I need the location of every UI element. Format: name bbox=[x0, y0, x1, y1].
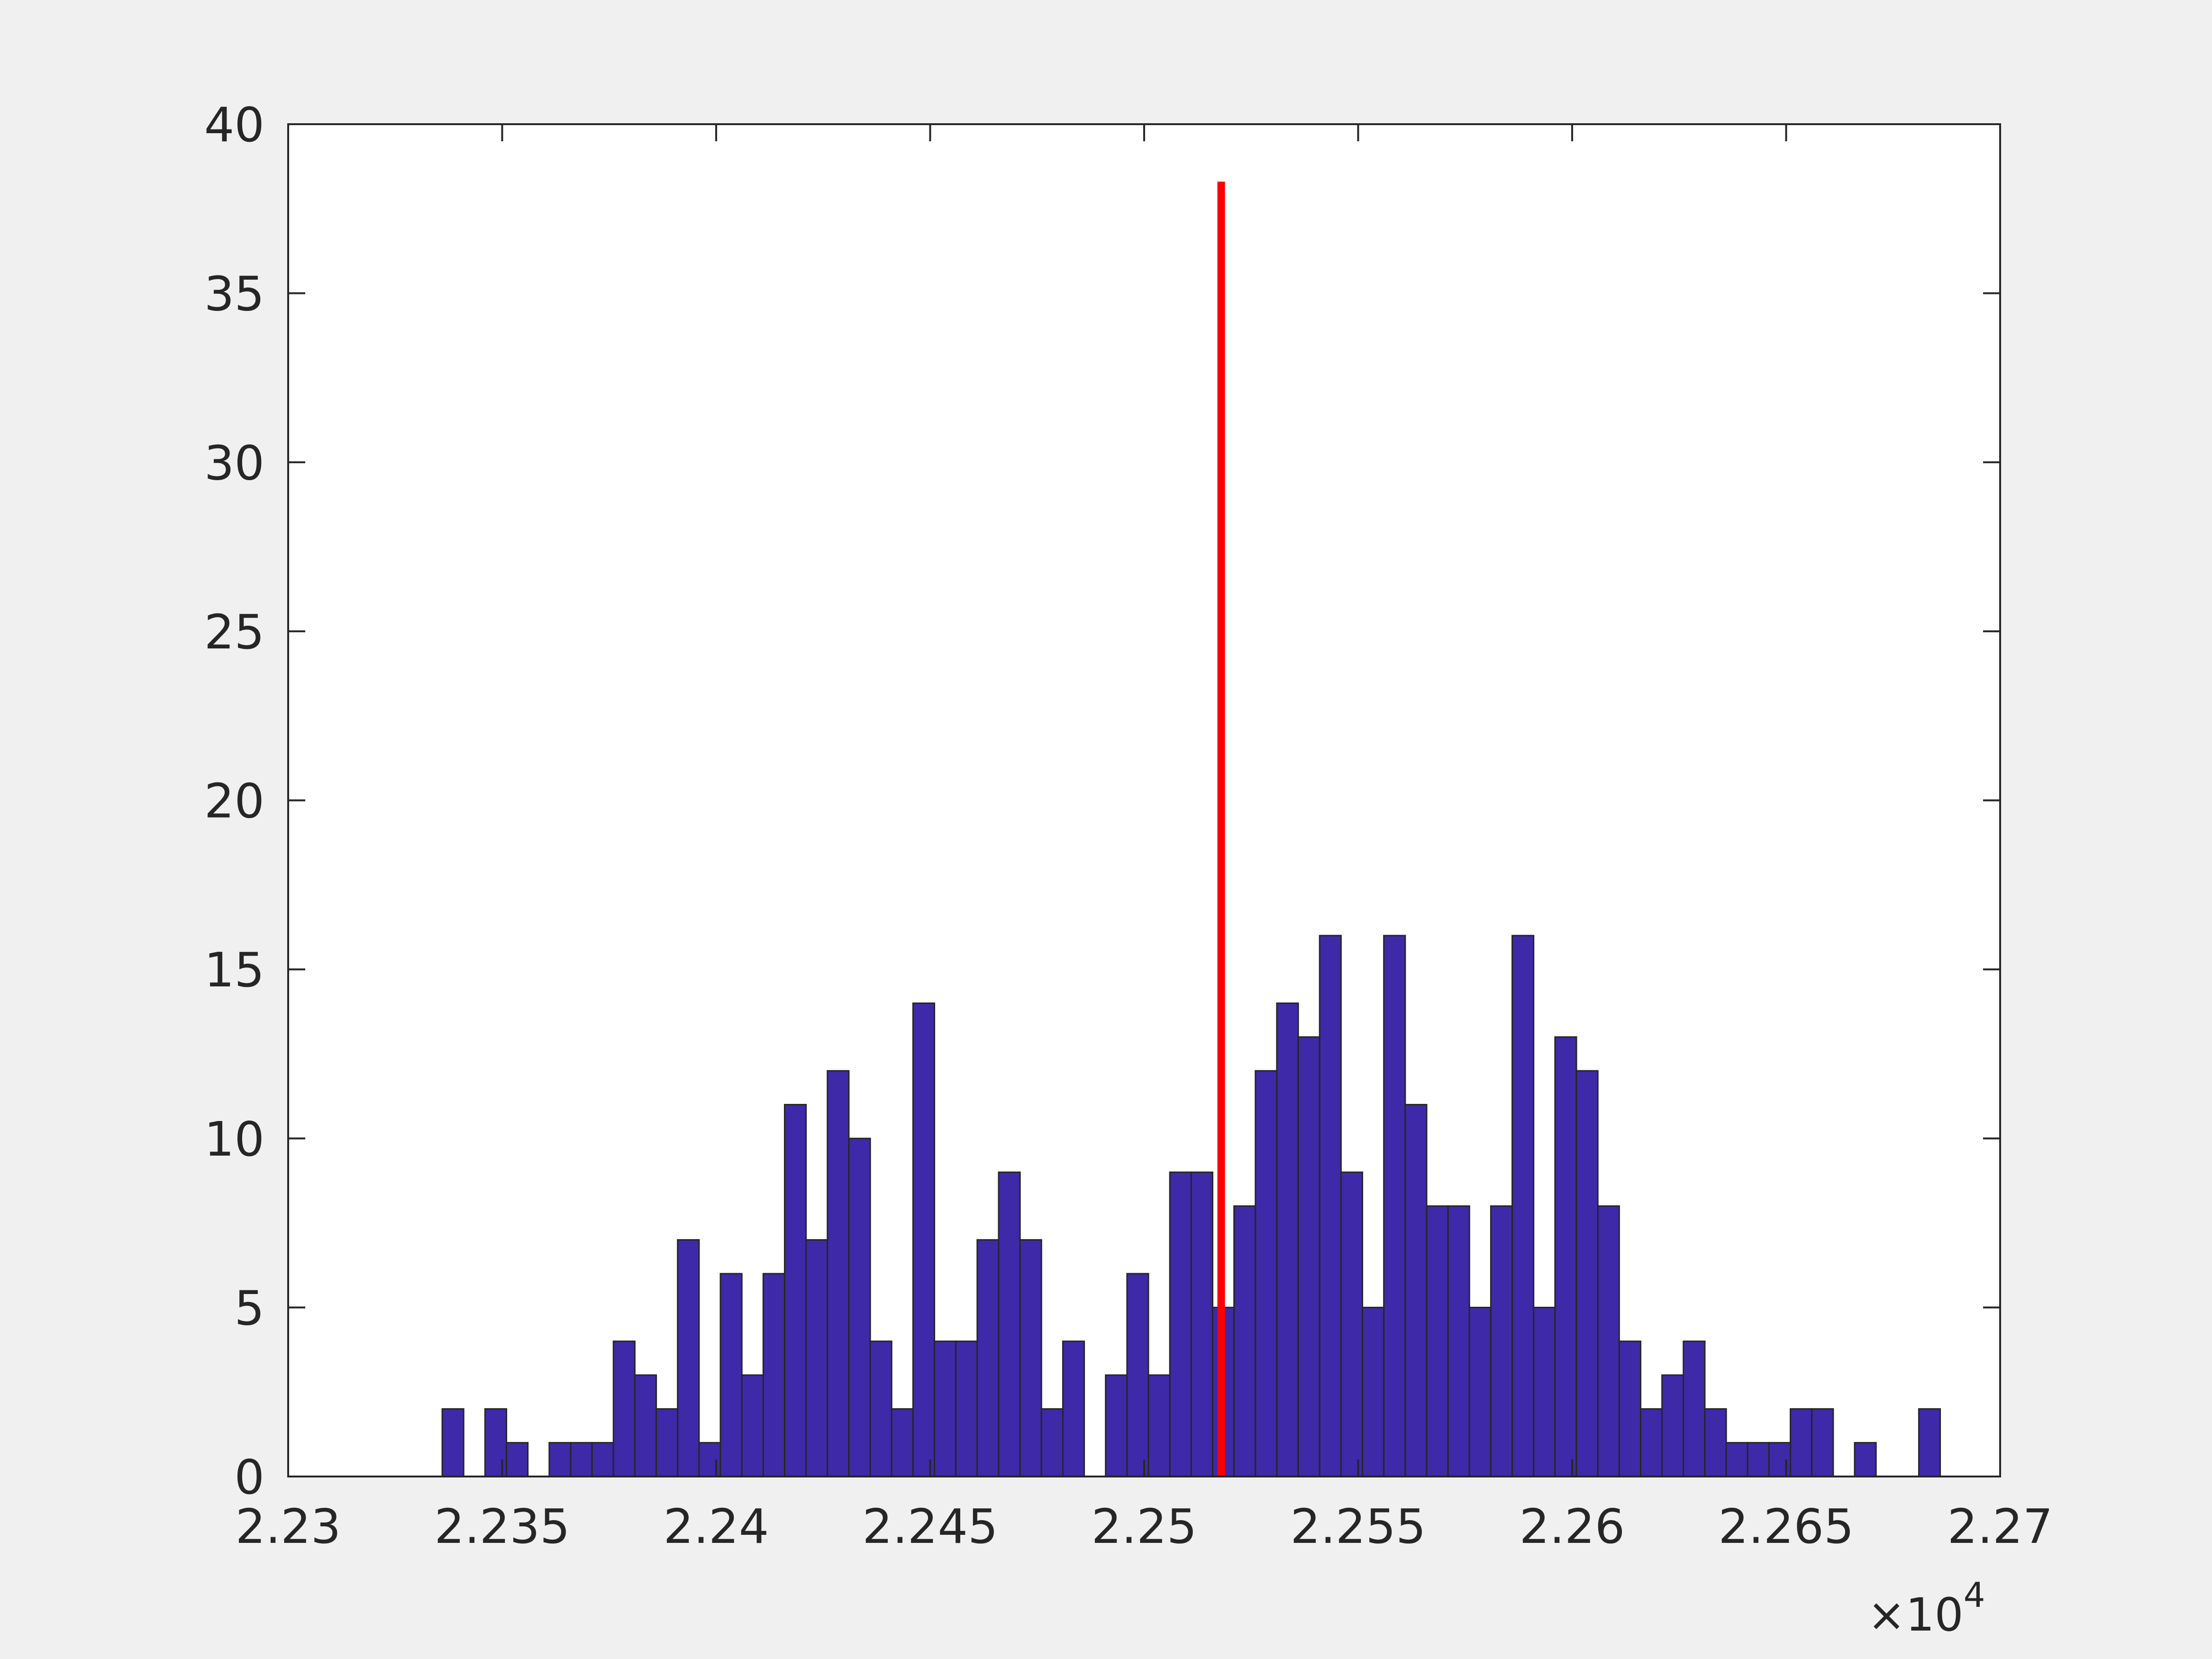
y-tick-label: 5 bbox=[234, 1280, 264, 1336]
histogram-bar bbox=[1811, 1408, 1834, 1477]
histogram-bar bbox=[698, 1442, 721, 1477]
histogram-bar bbox=[506, 1442, 529, 1477]
histogram-bar bbox=[976, 1239, 1000, 1477]
x-exponent-base: ×10 bbox=[1867, 1588, 1964, 1641]
histogram-bar bbox=[441, 1408, 464, 1477]
histogram-bar bbox=[1340, 1171, 1364, 1477]
x-tick-labels: 2.23 2.235 2.24 2.245 2.25 2.255 2.26 2.265 2.27 bbox=[236, 1499, 2053, 1554]
histogram-bar bbox=[1790, 1408, 1813, 1477]
histogram-bar bbox=[1426, 1205, 1449, 1477]
histogram-bar bbox=[1704, 1408, 1727, 1477]
x-tick-label: 2.235 bbox=[434, 1499, 570, 1554]
x-tick-label: 2.27 bbox=[1948, 1499, 2053, 1554]
histogram-bar bbox=[827, 1070, 850, 1477]
x-exponent-label: ×104 bbox=[1867, 1575, 1985, 1641]
histogram-bar bbox=[1404, 1103, 1428, 1477]
histogram-bar bbox=[1511, 935, 1535, 1477]
histogram-bar bbox=[1639, 1408, 1663, 1477]
y-tick-label: 20 bbox=[204, 774, 264, 829]
histogram-bar bbox=[848, 1138, 871, 1477]
histogram-bar bbox=[548, 1442, 572, 1477]
x-tick-label: 2.26 bbox=[1520, 1499, 1625, 1554]
histogram-bar bbox=[1747, 1442, 1770, 1477]
histogram-bar bbox=[1918, 1408, 1941, 1477]
histogram-bar bbox=[1768, 1442, 1792, 1477]
histogram-bar bbox=[934, 1340, 957, 1477]
x-tick-label: 2.245 bbox=[862, 1499, 998, 1554]
histogram-bar bbox=[1169, 1171, 1192, 1477]
histogram-bar bbox=[1276, 1002, 1299, 1477]
histogram-bar bbox=[1490, 1205, 1513, 1477]
histogram-bar bbox=[1147, 1374, 1171, 1477]
y-tick-label: 15 bbox=[204, 942, 264, 998]
histogram-bar bbox=[741, 1374, 764, 1477]
axes-box bbox=[287, 123, 2001, 1477]
histogram-bar bbox=[1447, 1205, 1470, 1477]
histogram-bar bbox=[612, 1340, 636, 1477]
histogram-bar bbox=[1062, 1340, 1085, 1477]
histogram-bar bbox=[1854, 1442, 1877, 1477]
histogram-bar bbox=[719, 1273, 743, 1477]
histogram-bar bbox=[1105, 1374, 1128, 1477]
x-tick-label: 2.255 bbox=[1290, 1499, 1426, 1554]
histogram-bar bbox=[805, 1239, 828, 1477]
histogram-bar bbox=[1383, 935, 1406, 1477]
y-tick-label: 35 bbox=[204, 266, 264, 322]
x-tick-label: 2.25 bbox=[1092, 1499, 1197, 1554]
plot-area bbox=[288, 124, 2000, 1477]
histogram-bar bbox=[783, 1103, 807, 1477]
histogram-bar bbox=[869, 1340, 892, 1477]
histogram-bar bbox=[570, 1442, 593, 1477]
x-tick-label: 2.24 bbox=[664, 1499, 769, 1554]
histogram-bar bbox=[1255, 1070, 1278, 1477]
histogram-bar bbox=[998, 1171, 1021, 1477]
histogram-bar bbox=[1575, 1070, 1599, 1477]
y-tick-label: 25 bbox=[204, 604, 264, 660]
y-tick-label: 40 bbox=[204, 97, 264, 153]
x-exponent-power: 4 bbox=[1964, 1575, 1985, 1615]
axis-ticks bbox=[287, 123, 2001, 1477]
histogram-bar bbox=[677, 1239, 700, 1477]
histogram-bar bbox=[1019, 1239, 1042, 1477]
histogram-bar bbox=[891, 1408, 914, 1477]
histogram-bar bbox=[1297, 1036, 1320, 1477]
histogram-bar bbox=[1683, 1340, 1706, 1477]
y-tick-label: 10 bbox=[204, 1112, 264, 1167]
histogram-bar bbox=[1126, 1273, 1149, 1477]
histogram-bar bbox=[955, 1340, 978, 1477]
histogram-bar bbox=[1468, 1306, 1492, 1477]
y-tick-label: 0 bbox=[234, 1449, 264, 1505]
y-tick-label: 30 bbox=[204, 435, 264, 491]
y-tick-labels: 0 5 10 15 20 25 30 35 40 bbox=[204, 97, 264, 1505]
histogram-bar bbox=[1533, 1306, 1556, 1477]
histogram-bar bbox=[655, 1408, 679, 1477]
histogram-bar bbox=[1597, 1205, 1620, 1477]
histogram-bar bbox=[1190, 1171, 1213, 1477]
histogram-bar bbox=[762, 1273, 785, 1477]
histogram-bar bbox=[1233, 1205, 1256, 1477]
histogram-bar bbox=[1661, 1374, 1684, 1477]
histogram-bar bbox=[591, 1442, 614, 1477]
histogram-bar bbox=[484, 1408, 508, 1477]
histogram-bar bbox=[1040, 1408, 1064, 1477]
histogram-bar bbox=[1618, 1340, 1641, 1477]
histogram-bars bbox=[441, 935, 1941, 1477]
histogram-bar bbox=[1319, 935, 1342, 1477]
x-tick-label: 2.265 bbox=[1718, 1499, 1854, 1554]
histogram-bar bbox=[1362, 1306, 1385, 1477]
histogram-bar bbox=[1725, 1442, 1748, 1477]
x-tick-label: 2.23 bbox=[236, 1499, 341, 1554]
histogram-bar bbox=[912, 1002, 936, 1477]
histogram-bar bbox=[1554, 1036, 1577, 1477]
histogram-bar bbox=[634, 1374, 657, 1477]
